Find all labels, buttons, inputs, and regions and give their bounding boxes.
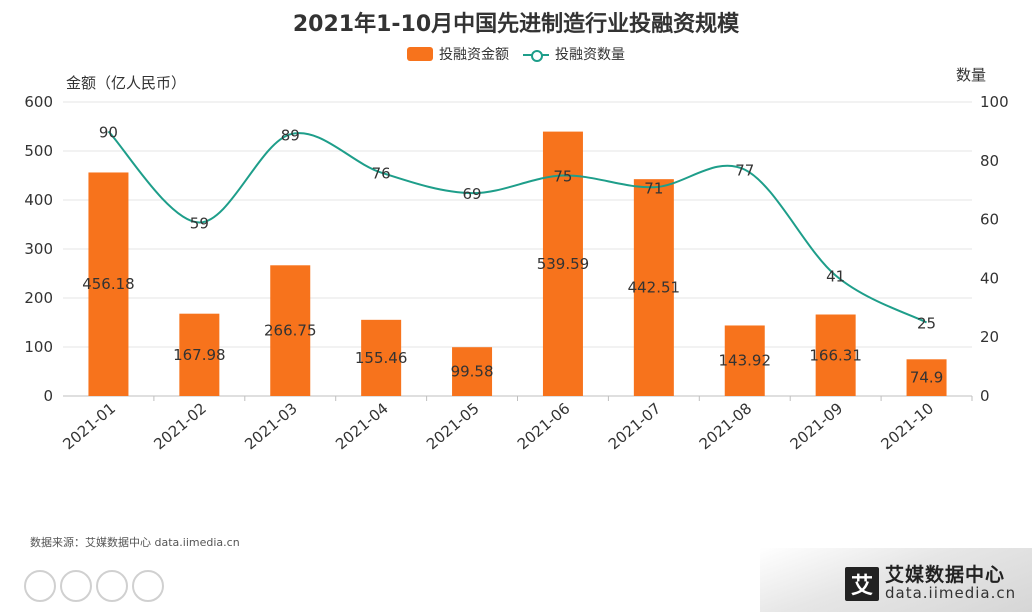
source-note: 数据来源：艾媒数据中心 data.iimedia.cn: [30, 536, 240, 549]
y-left-tick-label: 200: [24, 289, 53, 307]
bar: [633, 179, 674, 396]
legend: 投融资金额 投融资数量: [0, 44, 1032, 64]
legend-label-count: 投融资数量: [555, 47, 625, 63]
bar-value-label: 539.59: [537, 255, 590, 273]
bar-value-label: 266.75: [264, 322, 317, 340]
bar-value-label: 143.92: [719, 352, 772, 370]
bar: [361, 319, 402, 396]
x-tick-label: 2021-04: [332, 399, 392, 453]
brand-logo-block: 艾 艾媒数据中心 data.iimedia.cn: [845, 564, 1017, 602]
line-value-label: 41: [826, 267, 845, 285]
bar-value-label: 99.58: [451, 363, 494, 381]
bar-value-label: 167.98: [173, 346, 226, 364]
watermark: [24, 570, 164, 602]
y-right-tick-label: 100: [980, 93, 1009, 111]
y-left-tick-label: 100: [24, 338, 53, 356]
line-value-label: 90: [99, 123, 118, 141]
x-tick-label: 2021-02: [150, 399, 210, 453]
bar-value-label: 166.31: [809, 346, 862, 364]
chart-title: 2021年1-10月中国先进制造行业投融资规模: [292, 12, 740, 37]
watermark-circle-icon: [96, 570, 128, 602]
x-tick-label: 2021-10: [878, 399, 938, 453]
legend-bar-swatch: [407, 47, 433, 61]
y-left-tick-label: 0: [43, 387, 53, 405]
bar: [815, 314, 856, 396]
right-axis-title: 数量: [956, 66, 987, 84]
x-tick-label: 2021-03: [241, 399, 301, 453]
line-value-label: 69: [463, 185, 482, 203]
legend-label-amount: 投融资金额: [439, 47, 509, 63]
x-tick-label: 2021-01: [59, 399, 119, 453]
x-tick-label: 2021-09: [787, 399, 847, 453]
x-tick-label: 2021-06: [514, 399, 574, 453]
line-value-label: 71: [644, 179, 663, 197]
x-tick-label: 2021-08: [696, 399, 756, 453]
x-tick-label: 2021-05: [423, 399, 483, 453]
y-right-tick-label: 0: [980, 387, 990, 405]
watermark-circle-icon: [60, 570, 92, 602]
y-left-tick-label: 600: [24, 93, 53, 111]
watermark-circle-icon: [132, 570, 164, 602]
bar: [88, 172, 129, 396]
y-right-tick-label: 20: [980, 328, 999, 346]
bar-value-label: 456.18: [82, 275, 135, 293]
y-left-tick-label: 400: [24, 191, 53, 209]
line-value-label: 75: [553, 168, 572, 186]
y-right-tick-label: 60: [980, 211, 999, 229]
bar: [270, 265, 311, 396]
y-left-tick-label: 300: [24, 240, 53, 258]
x-tick-label: 2021-07: [605, 399, 665, 453]
bar-value-label: 74.9: [910, 369, 943, 387]
legend-line-swatch: [523, 47, 549, 62]
count-line: [107, 130, 928, 324]
y-right-tick-label: 40: [980, 269, 999, 287]
bar: [724, 325, 765, 396]
footer-band: [760, 548, 1032, 612]
line-value-label: 76: [372, 165, 391, 183]
y-right-tick-label: 80: [980, 152, 999, 170]
watermark-circle-icon: [24, 570, 56, 602]
bar: [906, 359, 947, 396]
bar-value-label: 155.46: [355, 349, 408, 367]
line-value-label: 25: [917, 315, 936, 333]
bar: [452, 347, 493, 396]
line-value-label: 59: [190, 215, 209, 233]
legend-item-amount[interactable]: 投融资金额: [407, 44, 509, 64]
brand-logo-icon: 艾: [845, 566, 879, 601]
brand-name: 艾媒数据中心: [885, 564, 1006, 586]
bar-value-label: 442.51: [628, 279, 681, 297]
line-value-label: 89: [281, 126, 300, 144]
brand-url: data.iimedia.cn: [885, 583, 1017, 602]
legend-item-count[interactable]: 投融资数量: [523, 44, 625, 64]
line-value-label: 77: [735, 162, 754, 180]
left-axis-title: 金额（亿人民币）: [66, 74, 187, 92]
bar: [179, 313, 220, 396]
y-left-tick-label: 500: [24, 142, 53, 160]
